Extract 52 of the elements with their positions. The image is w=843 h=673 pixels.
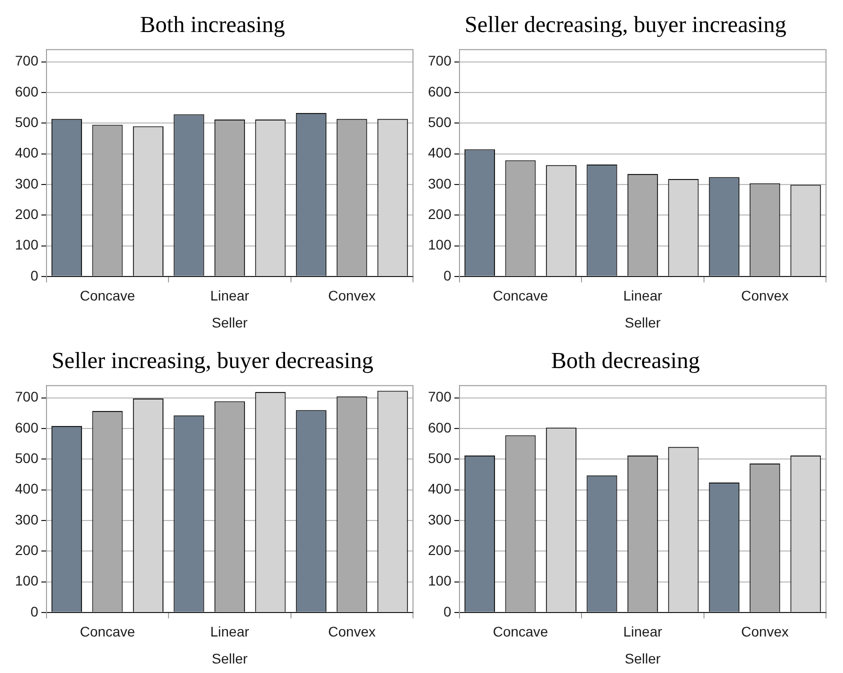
y-tick-label: 300 bbox=[15, 175, 39, 192]
y-tick-label: 100 bbox=[15, 236, 39, 253]
x-tick-label: Concave bbox=[492, 288, 548, 304]
y-tick-label: 600 bbox=[428, 83, 452, 100]
x-tick-label: Linear bbox=[210, 624, 250, 640]
y-tick-label: 300 bbox=[15, 511, 39, 528]
y-tick-label: 300 bbox=[428, 175, 452, 192]
y-tick-label: 200 bbox=[15, 542, 39, 558]
x-tick-label: Convex bbox=[741, 288, 789, 304]
y-tick-label: 200 bbox=[428, 542, 452, 558]
x-axis-title: Seller bbox=[624, 650, 661, 666]
y-tick-label: 700 bbox=[428, 388, 452, 405]
y-tick-label: 500 bbox=[15, 450, 39, 466]
y-tick-label: 600 bbox=[428, 419, 452, 436]
x-tick-label: Convex bbox=[328, 624, 376, 640]
y-tick-label: 200 bbox=[428, 206, 452, 222]
y-tick-label: 0 bbox=[30, 267, 39, 284]
y-tick-label: 500 bbox=[428, 450, 452, 466]
chart-title: Seller decreasing, buyer increasing bbox=[464, 12, 787, 37]
x-axis-title: Seller bbox=[212, 650, 248, 666]
y-tick-label: 200 bbox=[15, 206, 39, 222]
y-tick-label: 0 bbox=[444, 267, 452, 284]
chart-title: Seller increasing, buyer decreasing bbox=[52, 348, 374, 373]
y-tick-label: 600 bbox=[15, 83, 39, 100]
x-tick-label: Linear bbox=[210, 288, 250, 304]
y-tick-label: 400 bbox=[428, 144, 452, 161]
x-axis-title: Seller bbox=[212, 314, 248, 330]
y-tick-label: 0 bbox=[444, 603, 452, 620]
y-tick-label: 700 bbox=[15, 52, 39, 69]
y-tick-label: 400 bbox=[15, 144, 39, 161]
y-tick-label: 0 bbox=[30, 603, 39, 620]
y-tick-label: 600 bbox=[15, 419, 39, 436]
y-tick-label: 700 bbox=[15, 388, 39, 405]
y-tick-label: 300 bbox=[428, 511, 452, 528]
x-tick-label: Concave bbox=[492, 624, 548, 640]
y-tick-label: 100 bbox=[428, 572, 452, 589]
x-tick-label: Convex bbox=[328, 288, 376, 304]
chart-title: Both decreasing bbox=[551, 348, 700, 373]
x-tick-label: Linear bbox=[623, 288, 662, 304]
x-tick-label: Concave bbox=[80, 288, 136, 304]
y-tick-label: 100 bbox=[428, 236, 452, 253]
y-tick-label: 400 bbox=[15, 480, 39, 497]
y-tick-label: 100 bbox=[15, 572, 39, 589]
y-tick-label: 400 bbox=[428, 480, 452, 497]
y-tick-label: 500 bbox=[428, 114, 452, 130]
y-tick-label: 700 bbox=[428, 52, 452, 69]
x-tick-label: Linear bbox=[623, 624, 662, 640]
y-tick-label: 500 bbox=[15, 114, 39, 130]
x-tick-label: Concave bbox=[80, 624, 136, 640]
chart-title: Both increasing bbox=[140, 12, 286, 37]
x-axis-title: Seller bbox=[624, 314, 661, 330]
x-tick-label: Convex bbox=[741, 624, 789, 640]
